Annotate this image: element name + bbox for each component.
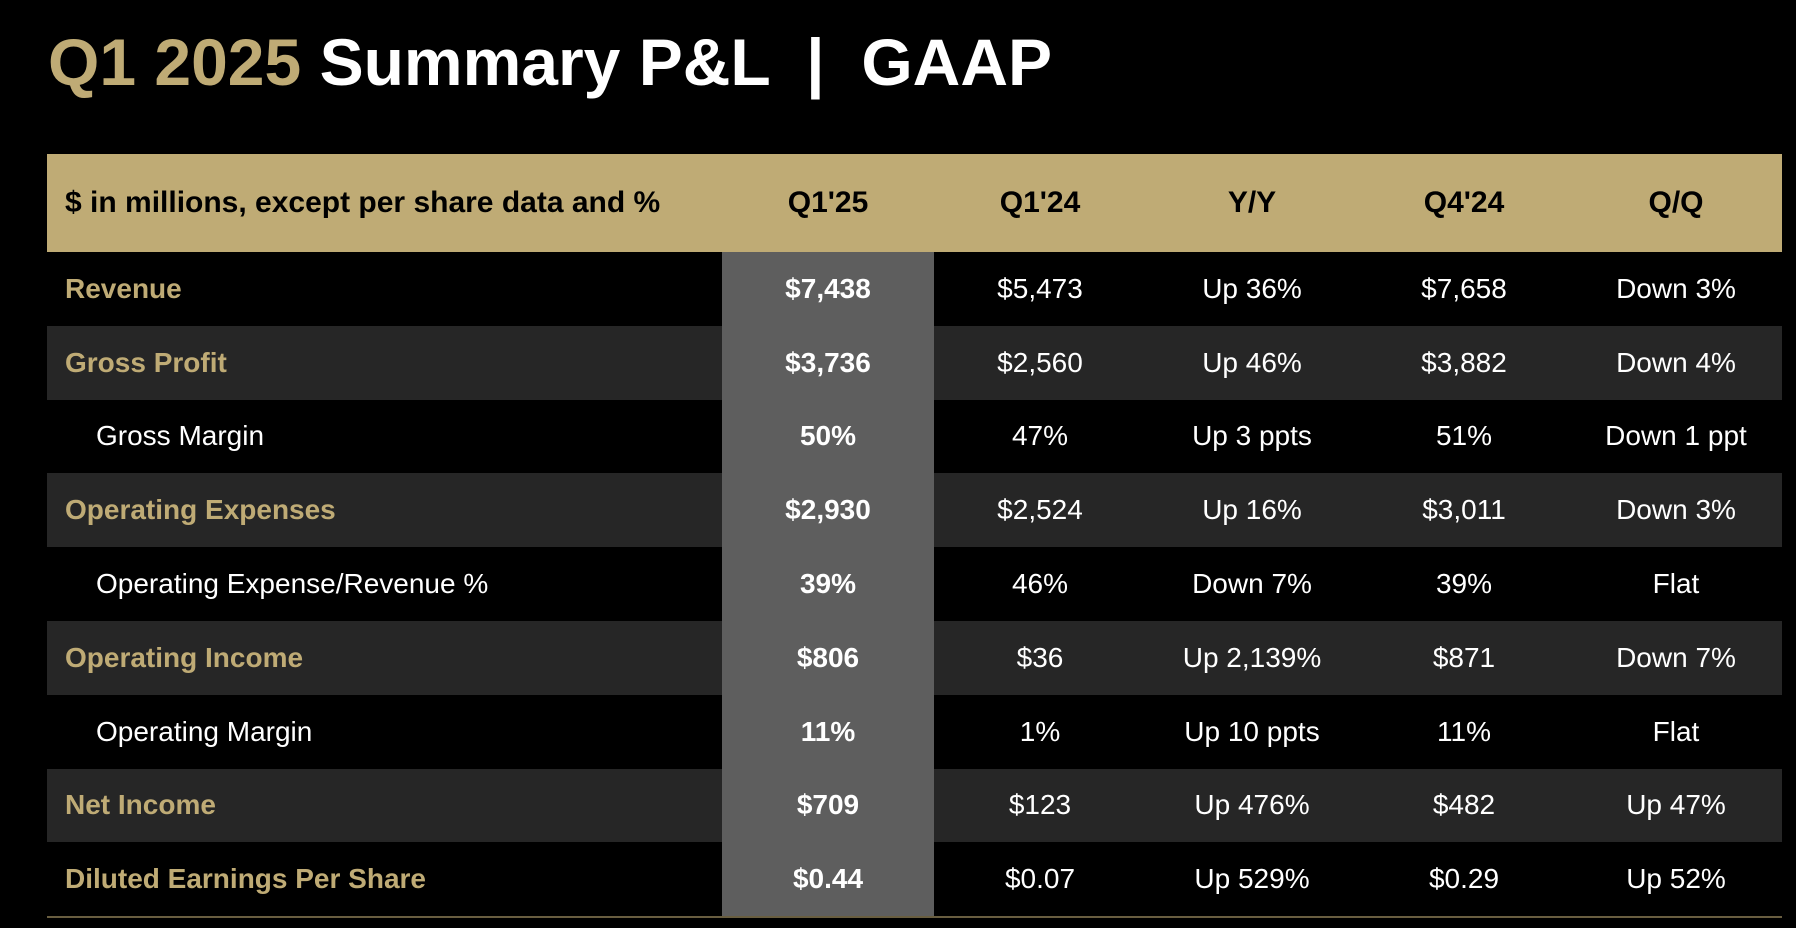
value-q1-24: $123 — [1008, 789, 1072, 821]
value-q1-25: $7,438 — [722, 252, 934, 326]
value-qq: Down 3% — [1616, 494, 1736, 526]
header-yy: Y/Y — [1227, 186, 1277, 219]
table-row-operating-expenses: Operating Expenses $2,930 $2,524 Up 16% … — [47, 473, 1782, 548]
table-row-gross-margin: Gross Margin 50% 47% Up 3 ppts 51% Down … — [47, 399, 1782, 474]
header-q1-25: Q1'25 — [722, 154, 934, 252]
row-label: Diluted Earnings Per Share — [65, 863, 426, 895]
row-label: Operating Margin — [96, 715, 313, 747]
table-row-gross-profit: Gross Profit $3,736 $2,560 Up 46% $3,882… — [47, 325, 1782, 400]
value-q1-25: $3,736 — [722, 325, 934, 400]
value-q1-25: 39% — [722, 547, 934, 621]
value-q4-24: $0.29 — [1428, 863, 1500, 895]
value-yy: Up 10 ppts — [1184, 715, 1320, 747]
value-q1-24: $0.07 — [1004, 863, 1076, 895]
value-qq: Down 7% — [1616, 641, 1736, 673]
value-yy: Up 2,139% — [1182, 641, 1322, 673]
table-bottom-rule — [47, 916, 1782, 919]
value-q1-24: 47% — [1011, 420, 1069, 452]
value-q1-25: 11% — [722, 694, 934, 769]
row-label: Gross Margin — [96, 420, 265, 452]
table-row-opex-revenue-pct: Operating Expense/Revenue % 39% 46% Down… — [47, 547, 1782, 621]
value-q1-24: $2,560 — [997, 346, 1083, 378]
value-q4-24: $871 — [1432, 641, 1496, 673]
value-yy: Down 7% — [1192, 568, 1312, 600]
value-qq: Flat — [1652, 715, 1700, 747]
value-q1-24: $5,473 — [997, 272, 1083, 304]
row-label: Operating Expenses — [65, 494, 336, 526]
table-header-row: $ in millions, except per share data and… — [47, 154, 1782, 252]
value-q4-24: $3,882 — [1421, 346, 1507, 378]
table-row-revenue: Revenue $7,438 $5,473 Up 36% $7,658 Down… — [47, 252, 1782, 326]
value-q1-24: $2,524 — [997, 494, 1083, 526]
value-q4-24: $482 — [1432, 789, 1496, 821]
row-label: Revenue — [65, 272, 182, 304]
value-qq: Down 3% — [1616, 272, 1736, 304]
row-label: Gross Profit — [65, 346, 227, 378]
value-q1-25: $709 — [722, 768, 934, 843]
value-qq: Down 4% — [1616, 346, 1736, 378]
summary-pl-table: $ in millions, except per share data and… — [47, 154, 1782, 919]
value-q4-24: 39% — [1435, 568, 1493, 600]
value-q4-24: $3,011 — [1422, 494, 1506, 526]
value-qq: Up 47% — [1626, 789, 1726, 821]
table-row-operating-margin: Operating Margin 11% 1% Up 10 ppts 11% F… — [47, 694, 1782, 769]
value-q4-24: 51% — [1435, 420, 1493, 452]
title-period: Q1 2025 — [48, 25, 302, 99]
value-q4-24: 11% — [1437, 715, 1491, 747]
header-q4-24: Q4'24 — [1423, 186, 1505, 219]
row-label: Net Income — [65, 789, 216, 821]
value-q4-24: $7,658 — [1421, 272, 1507, 304]
value-qq: Flat — [1652, 568, 1700, 600]
value-q1-25: $0.44 — [722, 842, 934, 917]
page-title: Q1 2025 Summary P&L | GAAP — [48, 24, 1052, 100]
row-label: Operating Income — [65, 641, 304, 673]
value-yy: Up 476% — [1194, 789, 1310, 821]
value-q1-24: $36 — [1016, 641, 1064, 673]
value-yy: Up 46% — [1202, 346, 1302, 378]
row-label: Operating Expense/Revenue % — [96, 568, 489, 600]
value-qq: Up 52% — [1626, 863, 1726, 895]
value-yy: Up 3 ppts — [1192, 420, 1312, 452]
value-yy: Up 16% — [1202, 494, 1302, 526]
table-row-operating-income: Operating Income $806 $36 Up 2,139% $871… — [47, 620, 1782, 695]
value-q1-24: 1% — [1019, 715, 1061, 747]
value-yy: Up 529% — [1194, 863, 1310, 895]
table-row-net-income: Net Income $709 $123 Up 476% $482 Up 47% — [47, 768, 1782, 843]
value-q1-25: $806 — [722, 620, 934, 695]
header-description: $ in millions, except per share data and… — [65, 186, 661, 219]
value-q1-24: 46% — [1011, 568, 1069, 600]
table-row-diluted-eps: Diluted Earnings Per Share $0.44 $0.07 U… — [47, 842, 1782, 917]
value-yy: Up 36% — [1202, 272, 1302, 304]
value-q1-25: 50% — [722, 399, 934, 474]
value-qq: Down 1 ppt — [1605, 420, 1747, 452]
header-qq: Q/Q — [1648, 186, 1704, 219]
value-q1-25: $2,930 — [722, 473, 934, 548]
header-q1-24: Q1'24 — [999, 186, 1081, 219]
title-heading: Summary P&L | GAAP — [319, 25, 1053, 99]
